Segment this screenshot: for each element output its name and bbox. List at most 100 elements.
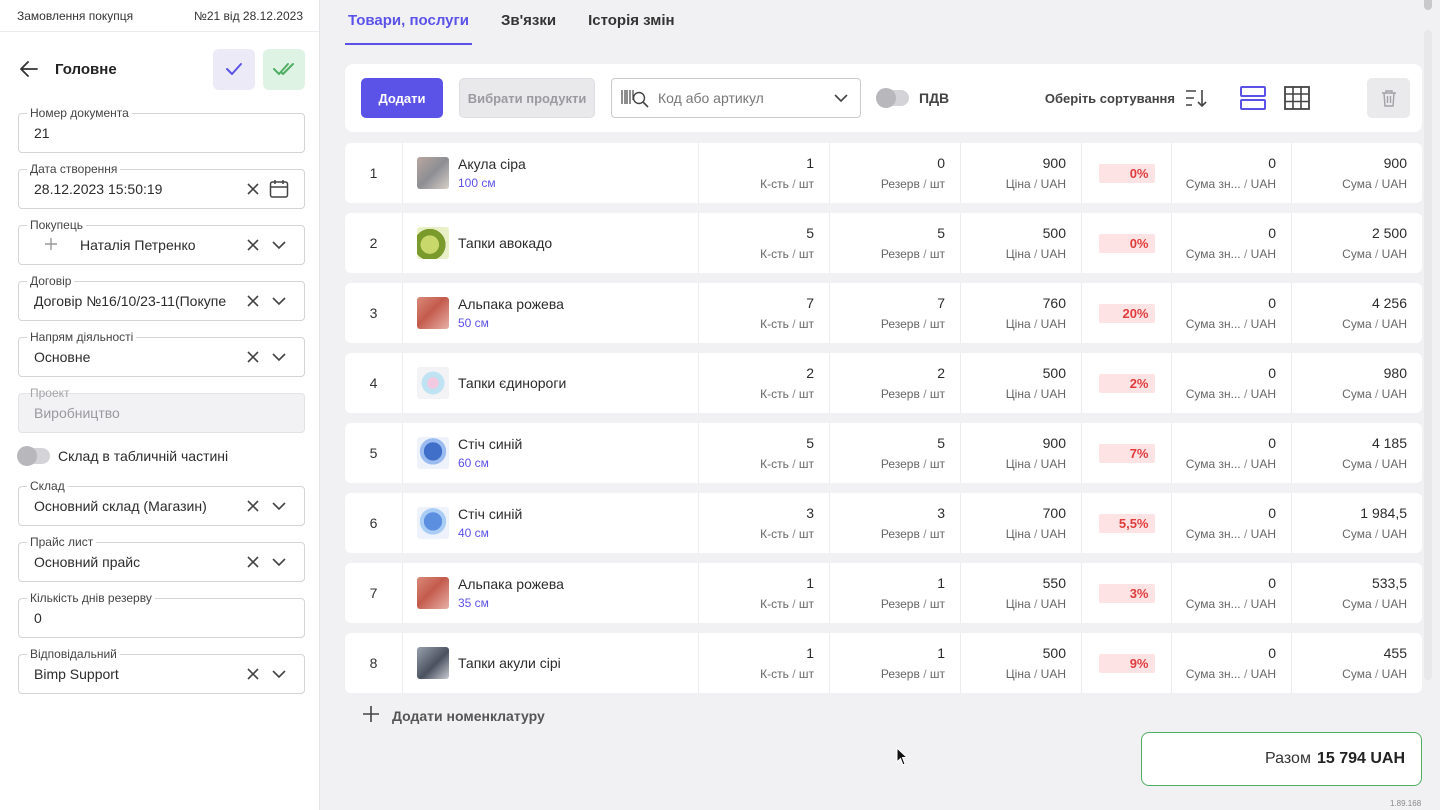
reserve-cell[interactable]: 5 Резерв / шт bbox=[830, 423, 961, 483]
discount-sum-cell[interactable]: 0 Сума зн... / UAH bbox=[1172, 493, 1292, 553]
chevron-down-icon[interactable] bbox=[268, 346, 290, 368]
discount-sum-label: Сума зн... bbox=[1185, 317, 1241, 331]
product-name-cell[interactable]: Альпака рожева 50 см bbox=[403, 283, 699, 343]
discount-sum-cell[interactable]: 0 Сума зн... / UAH bbox=[1172, 213, 1292, 273]
quantity-cell[interactable]: 2 К-сть / шт bbox=[699, 353, 830, 413]
arrow-left-icon[interactable] bbox=[17, 57, 41, 81]
table-row[interactable]: 7 Альпака рожева 35 см 1 К-сть / шт 1 Резерв /… bbox=[345, 563, 1422, 623]
table-row[interactable]: 1 Акула сіра 100 см 1 К-сть / шт 0 Резерв / шт… bbox=[345, 143, 1422, 203]
reserve-cell[interactable]: 3 Резерв / шт bbox=[830, 493, 961, 553]
price-cell[interactable]: 900 Ціна / UAH bbox=[961, 143, 1082, 203]
created-date-field[interactable]: Дата створення 28.12.2023 15:50:19 bbox=[18, 162, 305, 209]
add-nomenclature-button[interactable]: Додати номенклатуру bbox=[362, 703, 545, 729]
chevron-down-icon[interactable] bbox=[268, 551, 290, 573]
chevron-down-icon[interactable] bbox=[268, 495, 290, 517]
quantity-cell[interactable]: 1 К-сть / шт bbox=[699, 633, 830, 693]
quantity-cell[interactable]: 5 К-сть / шт bbox=[699, 423, 830, 483]
chevron-down-icon[interactable] bbox=[834, 94, 848, 102]
discount-sum-cell[interactable]: 0 Сума зн... / UAH bbox=[1172, 283, 1292, 343]
reserve-cell[interactable]: 2 Резерв / шт bbox=[830, 353, 961, 413]
reserve-cell[interactable]: 1 Резерв / шт bbox=[830, 563, 961, 623]
clear-icon[interactable] bbox=[242, 178, 264, 200]
price-cell[interactable]: 550 Ціна / UAH bbox=[961, 563, 1082, 623]
add-button[interactable]: Додати bbox=[361, 78, 443, 118]
discount-sum-cell[interactable]: 0 Сума зн... / UAH bbox=[1172, 563, 1292, 623]
reserve-cell[interactable]: 1 Резерв / шт bbox=[830, 633, 961, 693]
product-name-cell[interactable]: Альпака рожева 35 см bbox=[403, 563, 699, 623]
pricelist-field[interactable]: Прайс лист Основний прайс bbox=[18, 535, 305, 582]
product-name-cell[interactable]: Тапки акули сірі bbox=[403, 633, 699, 693]
discount-cell[interactable]: 0% bbox=[1082, 213, 1172, 273]
discount-cell[interactable]: 7% bbox=[1082, 423, 1172, 483]
delete-button[interactable] bbox=[1367, 78, 1410, 118]
product-name-cell[interactable]: Стіч синій 60 см bbox=[403, 423, 699, 483]
quantity-cell[interactable]: 3 К-сть / шт bbox=[699, 493, 830, 553]
article-search-input[interactable]: Код або артикул bbox=[611, 78, 861, 118]
reserve-days-field[interactable]: Кількість днів резерву 0 bbox=[18, 591, 305, 638]
warehouse-in-table-toggle[interactable] bbox=[17, 446, 50, 466]
reserve-cell[interactable]: 5 Резерв / шт bbox=[830, 213, 961, 273]
tab-history[interactable]: Історія змін bbox=[588, 12, 675, 29]
discount-cell[interactable]: 9% bbox=[1082, 633, 1172, 693]
clear-icon[interactable] bbox=[242, 290, 264, 312]
price-cell[interactable]: 500 Ціна / UAH bbox=[961, 353, 1082, 413]
chevron-down-icon[interactable] bbox=[268, 663, 290, 685]
product-name-cell[interactable]: Акула сіра 100 см bbox=[403, 143, 699, 203]
price-cell[interactable]: 900 Ціна / UAH bbox=[961, 423, 1082, 483]
price-cell[interactable]: 760 Ціна / UAH bbox=[961, 283, 1082, 343]
table-row[interactable]: 8 Тапки акули сірі 1 К-сть / шт 1 Резерв / шт… bbox=[345, 633, 1422, 693]
buyer-label: Покупець bbox=[27, 218, 86, 232]
doc-number-field[interactable]: Номер документа 21 bbox=[18, 106, 305, 153]
product-name-cell[interactable]: Тапки єдинороги bbox=[403, 353, 699, 413]
vat-toggle[interactable] bbox=[876, 88, 909, 108]
clear-icon[interactable] bbox=[242, 346, 264, 368]
reserve-cell[interactable]: 7 Резерв / шт bbox=[830, 283, 961, 343]
tab-products[interactable]: Товари, послуги bbox=[345, 0, 472, 45]
discount-cell[interactable]: 0% bbox=[1082, 143, 1172, 203]
warehouse-field[interactable]: Склад Основний склад (Магазин) bbox=[18, 479, 305, 526]
table-row[interactable]: 5 Стіч синій 60 см 5 К-сть / шт 5 Резерв / шт 9… bbox=[345, 423, 1422, 483]
product-name-cell[interactable]: Тапки авокадо bbox=[403, 213, 699, 273]
plus-icon[interactable] bbox=[44, 235, 64, 256]
quantity-cell[interactable]: 5 К-сть / шт bbox=[699, 213, 830, 273]
discount-cell[interactable]: 3% bbox=[1082, 563, 1172, 623]
price-cell[interactable]: 500 Ціна / UAH bbox=[961, 213, 1082, 273]
quantity-cell[interactable]: 1 К-сть / шт bbox=[699, 143, 830, 203]
table-view-icon[interactable] bbox=[1283, 84, 1311, 112]
table-row[interactable]: 3 Альпака рожева 50 см 7 К-сть / шт 7 Резерв /… bbox=[345, 283, 1422, 343]
reserve-cell[interactable]: 0 Резерв / шт bbox=[830, 143, 961, 203]
table-row[interactable]: 4 Тапки єдинороги 2 К-сть / шт 2 Резерв / шт 5… bbox=[345, 353, 1422, 413]
tab-links[interactable]: Зв'язки bbox=[500, 12, 557, 29]
buyer-field[interactable]: Покупець Наталія Петренко bbox=[18, 218, 305, 265]
chevron-down-icon[interactable] bbox=[268, 234, 290, 256]
discount-sum-cell[interactable]: 0 Сума зн... / UAH bbox=[1172, 143, 1292, 203]
discount-sum-cell[interactable]: 0 Сума зн... / UAH bbox=[1172, 353, 1292, 413]
list-view-icon[interactable] bbox=[1239, 84, 1267, 112]
save-and-close-button[interactable] bbox=[263, 48, 305, 90]
sort-selector[interactable]: Оберіть сортування bbox=[1045, 88, 1207, 108]
clear-icon[interactable] bbox=[242, 663, 264, 685]
table-row[interactable]: 6 Стіч синій 40 см 3 К-сть / шт 3 Резерв / шт 7… bbox=[345, 493, 1422, 553]
clear-icon[interactable] bbox=[242, 551, 264, 573]
clear-icon[interactable] bbox=[242, 234, 264, 256]
contract-field[interactable]: Договір Договір №16/10/23-11(Покупе bbox=[18, 274, 305, 321]
discount-cell[interactable]: 5,5% bbox=[1082, 493, 1172, 553]
discount-cell[interactable]: 2% bbox=[1082, 353, 1172, 413]
calendar-icon[interactable] bbox=[268, 178, 290, 200]
scrollbar[interactable] bbox=[1424, 30, 1432, 680]
product-name-cell[interactable]: Стіч синій 40 см bbox=[403, 493, 699, 553]
chevron-down-icon[interactable] bbox=[268, 290, 290, 312]
discount-sum-cell[interactable]: 0 Сума зн... / UAH bbox=[1172, 423, 1292, 483]
price-cell[interactable]: 500 Ціна / UAH bbox=[961, 633, 1082, 693]
table-row[interactable]: 2 Тапки авокадо 5 К-сть / шт 5 Резерв / шт 500… bbox=[345, 213, 1422, 273]
responsible-field[interactable]: Відповідальний Bimp Support bbox=[18, 647, 305, 694]
quantity-cell[interactable]: 1 К-сть / шт bbox=[699, 563, 830, 623]
price-cell[interactable]: 700 Ціна / UAH bbox=[961, 493, 1082, 553]
discount-cell[interactable]: 20% bbox=[1082, 283, 1172, 343]
sum-cell: 455 Сума / UAH bbox=[1342, 645, 1407, 681]
discount-sum-cell[interactable]: 0 Сума зн... / UAH bbox=[1172, 633, 1292, 693]
clear-icon[interactable] bbox=[242, 495, 264, 517]
quantity-cell[interactable]: 7 К-сть / шт bbox=[699, 283, 830, 343]
save-button[interactable] bbox=[213, 48, 255, 90]
activity-field[interactable]: Напрям діяльності Основне bbox=[18, 330, 305, 377]
